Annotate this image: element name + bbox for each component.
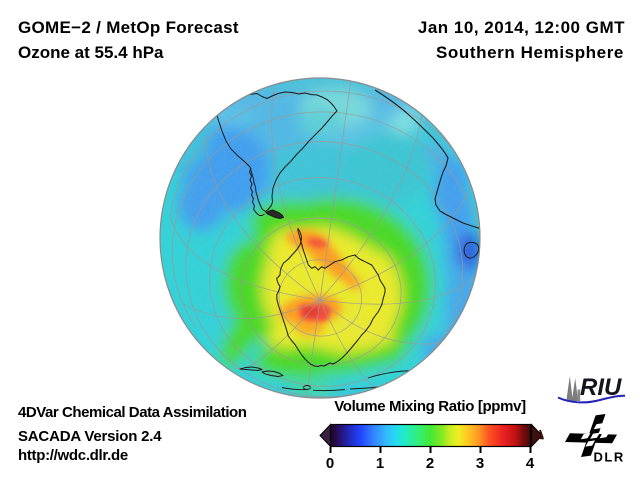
svg-text:DLR: DLR [594, 450, 625, 465]
